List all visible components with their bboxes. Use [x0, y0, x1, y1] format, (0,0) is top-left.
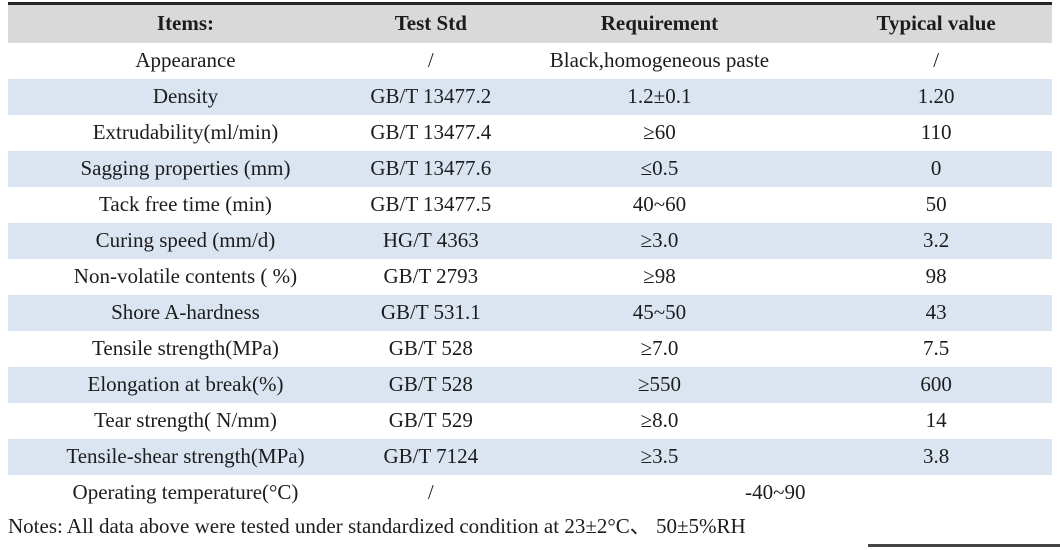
table-cell: Operating temperature(°C)	[72, 480, 299, 505]
table-cell: GB/T 13477.6	[362, 151, 499, 187]
table-cell: ≥3.5	[498, 439, 821, 475]
table-cell: GB/T 529	[388, 408, 473, 433]
table-row: Non-volatile contents ( %) GB/T 2793 ≥98 98	[8, 259, 1052, 295]
table-cell: 600	[820, 367, 1052, 403]
table-cell: Appearance	[135, 48, 236, 73]
table-row: Shore A-hardness GB/T 531.1 45~50 43	[8, 295, 1052, 331]
table-row: Operating temperature(°C) / -40~90	[8, 475, 1052, 511]
bottom-edge-line	[868, 544, 1060, 547]
table-cell: GB/T 13477.5	[370, 192, 492, 217]
table-cell: Density	[8, 79, 363, 115]
table-cell: 0	[820, 151, 1052, 187]
table-cell: ≥7.0	[640, 336, 679, 361]
table-cell: GB/T 13477.4	[370, 120, 492, 145]
table-cell: Tensile strength(MPa)	[92, 336, 279, 361]
table-cell: Non-volatile contents ( %)	[73, 264, 298, 289]
table-cell: 1.20	[820, 79, 1052, 115]
table-cell: -40~90	[745, 480, 806, 505]
table-cell: ≥8.0	[640, 408, 679, 433]
table-cell: /	[933, 48, 940, 73]
table-cell: Tear strength( N/mm)	[94, 408, 277, 433]
col-header-test-std: Test Std	[362, 3, 499, 43]
table-cell: 50	[925, 192, 947, 217]
table-cell: 7.5	[922, 336, 950, 361]
table-cell: Sagging properties (mm)	[8, 151, 363, 187]
table-cell: GB/T 2793	[383, 264, 479, 289]
table-cell: 45~50	[498, 295, 821, 331]
table-cell: 110	[920, 120, 952, 145]
table-cell: Extrudability(ml/min)	[92, 120, 279, 145]
table-cell: 1.2±0.1	[498, 79, 821, 115]
table-cell: ≥60	[643, 120, 676, 145]
table-cell: GB/T 7124	[362, 439, 499, 475]
table-row: Extrudability(ml/min) GB/T 13477.4 ≥60 110	[8, 115, 1052, 151]
table-cell: Tack free time (min)	[99, 192, 272, 217]
table-row: Tensile strength(MPa) GB/T 528 ≥7.0 7.5	[8, 331, 1052, 367]
table-cell: Shore A-hardness	[8, 295, 363, 331]
table-cell: GB/T 13477.2	[362, 79, 499, 115]
table-row: Density GB/T 13477.2 1.2±0.1 1.20	[8, 79, 1052, 115]
table-cell: 14	[925, 408, 947, 433]
table-cell: 3.8	[820, 439, 1052, 475]
table-cell: ≥3.0	[498, 223, 821, 259]
table-cell: Elongation at break(%)	[8, 367, 363, 403]
table-cell: ≤0.5	[498, 151, 821, 187]
table-cell: Tensile-shear strength(MPa)	[8, 439, 363, 475]
table-cell: /	[427, 48, 434, 73]
table-cell: GB/T 528	[388, 336, 473, 361]
table-row: Sagging properties (mm) GB/T 13477.6 ≤0.5 0	[8, 151, 1052, 187]
table-row: Appearance / Black,homogeneous paste /	[8, 43, 1052, 79]
table-cell: GB/T 528	[362, 367, 499, 403]
table-header-row: Items: Test Std Requirement Typical valu…	[8, 3, 1052, 43]
col-header-typical-value: Typical value	[820, 3, 1052, 43]
table-row: Tack free time (min) GB/T 13477.5 40~60 50	[8, 187, 1052, 223]
product-spec-table: Items: Test Std Requirement Typical valu…	[8, 2, 1052, 511]
table-cell: Black,homogeneous paste	[549, 48, 770, 73]
table-row: Tensile-shear strength(MPa) GB/T 7124 ≥3.5…	[8, 439, 1052, 475]
table-cell: 3.2	[820, 223, 1052, 259]
table-cell: ≥550	[498, 367, 821, 403]
table-cell: 43	[820, 295, 1052, 331]
col-header-requirement: Requirement	[498, 3, 821, 43]
notes-text: Notes: All data above were tested under …	[8, 514, 746, 538]
table-row: Curing speed (mm/d) HG/T 4363 ≥3.0 3.2	[8, 223, 1052, 259]
table-cell: ≥98	[643, 264, 676, 289]
table-cell: GB/T 531.1	[362, 295, 499, 331]
table-cell: Curing speed (mm/d)	[8, 223, 363, 259]
table-cell: HG/T 4363	[362, 223, 499, 259]
table-row: Tear strength( N/mm) GB/T 529 ≥8.0 14	[8, 403, 1052, 439]
col-header-items: Items:	[8, 3, 363, 43]
table-cell: 40~60	[632, 192, 687, 217]
table-cell: 98	[925, 264, 947, 289]
table-cell: /	[427, 480, 434, 505]
table-row: Elongation at break(%) GB/T 528 ≥550 600	[8, 367, 1052, 403]
table-body: Appearance / Black,homogeneous paste / Densi…	[8, 43, 1052, 511]
